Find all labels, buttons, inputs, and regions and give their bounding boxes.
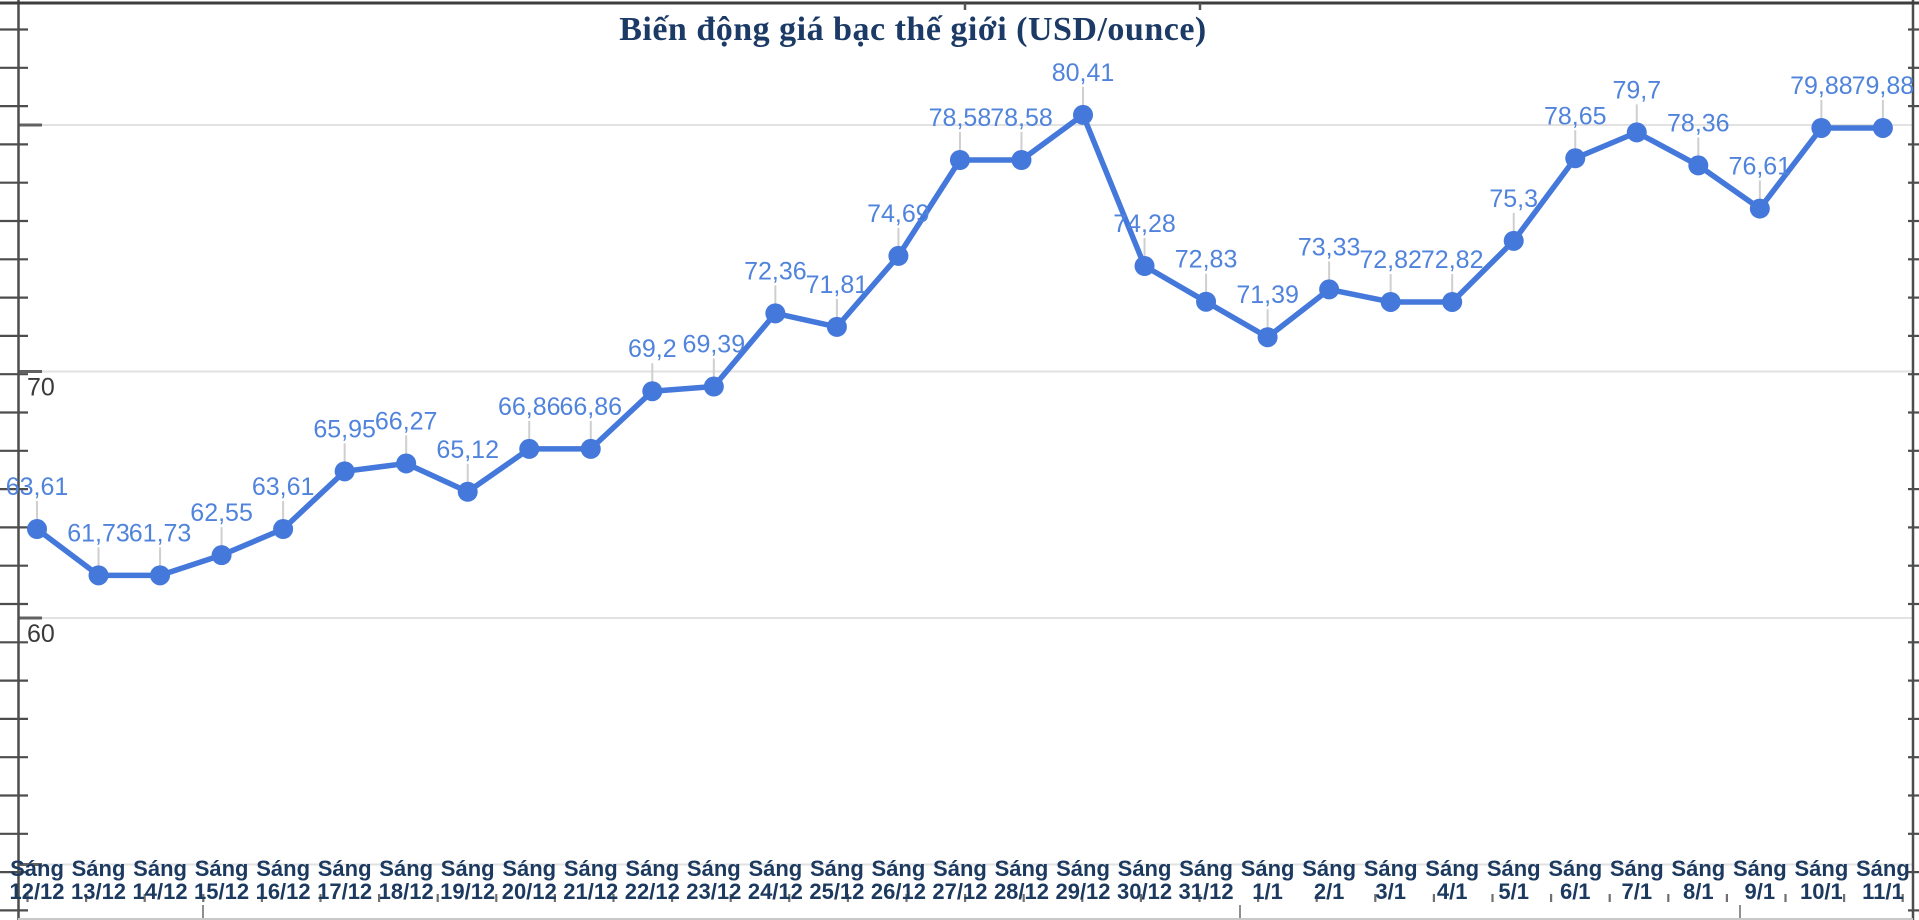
x-axis-label: Sáng 14/12 — [133, 856, 188, 904]
data-point — [88, 565, 109, 586]
data-point — [1196, 291, 1217, 312]
chart-title: Biến động giá bạc thế giới (USD/ounce) — [619, 11, 1207, 48]
data-point — [150, 565, 171, 586]
x-axis-label: Sáng 19/12 — [440, 856, 495, 904]
x-axis-label: Sáng 15/12 — [194, 856, 249, 904]
value-label: 71,81 — [806, 271, 869, 299]
x-axis-label: Sáng 6/1 — [1548, 856, 1602, 904]
data-point — [1688, 155, 1709, 176]
data-point — [1626, 122, 1647, 143]
x-axis-label: Sáng 7/1 — [1610, 856, 1664, 904]
value-label: 79,7 — [1612, 76, 1661, 104]
value-label: 75,3 — [1489, 185, 1538, 213]
data-point — [1565, 148, 1586, 169]
data-point — [642, 381, 663, 402]
x-axis-label: Sáng 18/12 — [379, 856, 434, 904]
value-label: 72,82 — [1359, 246, 1422, 274]
value-label: 80,41 — [1052, 59, 1115, 87]
data-point — [1011, 150, 1032, 171]
data-point — [334, 461, 355, 482]
data-point — [826, 316, 847, 337]
value-label: 74,69 — [867, 200, 930, 228]
data-point — [1257, 327, 1278, 348]
price-line — [34, 112, 1886, 579]
x-axis-label: Sáng 27/12 — [932, 856, 987, 904]
x-axis-label: Sáng 13/12 — [71, 856, 126, 904]
value-label: 63,61 — [252, 473, 315, 501]
data-point — [765, 303, 786, 324]
value-label: 66,86 — [559, 393, 622, 421]
data-point — [1134, 255, 1155, 276]
value-label: 66,27 — [375, 407, 438, 435]
value-label: 65,12 — [436, 436, 499, 464]
data-point — [27, 519, 47, 540]
data-point — [1442, 291, 1463, 312]
y-axis-label: 60 — [27, 620, 55, 648]
x-axis-label: Sáng 5/1 — [1487, 856, 1541, 904]
value-label: 78,65 — [1544, 102, 1607, 130]
value-label: 72,83 — [1175, 246, 1238, 274]
x-axis-label: Sáng 10/1 — [1794, 856, 1848, 904]
x-axis-label: Sáng 3/1 — [1364, 856, 1418, 904]
x-axis-label: Sáng 8/1 — [1671, 856, 1725, 904]
value-label: 66,86 — [498, 393, 561, 421]
x-axis-label: Sáng 2/1 — [1302, 856, 1356, 904]
x-axis-label: Sáng 28/12 — [994, 856, 1049, 904]
x-axis-label: Sáng 9/1 — [1733, 856, 1787, 904]
value-label: 79,88 — [1852, 72, 1915, 100]
value-label: 78,36 — [1667, 109, 1730, 137]
data-point — [1319, 279, 1340, 300]
x-axis-label: Sáng 25/12 — [809, 856, 864, 904]
data-point — [949, 150, 970, 171]
data-point — [396, 453, 417, 474]
value-label: 61,73 — [67, 519, 130, 547]
value-label: 78,58 — [929, 104, 992, 132]
x-axis-label: Sáng 17/12 — [317, 856, 372, 904]
data-point — [1872, 117, 1893, 138]
x-axis-label: Sáng 21/12 — [563, 856, 618, 904]
value-label: 79,88 — [1790, 72, 1853, 100]
value-label: 69,2 — [628, 335, 677, 363]
x-axis-label: Sáng 26/12 — [871, 856, 926, 904]
data-point — [519, 438, 540, 459]
value-label: 78,58 — [990, 104, 1053, 132]
x-axis-label: Sáng 30/12 — [1117, 856, 1172, 904]
x-axis-label: Sáng 4/1 — [1425, 856, 1479, 904]
data-point — [273, 519, 294, 540]
x-axis-label: Sáng 31/12 — [1179, 856, 1234, 904]
data-point — [1073, 104, 1094, 125]
value-label: 73,33 — [1298, 233, 1361, 261]
value-label: 69,39 — [683, 331, 746, 359]
value-label: 63,61 — [6, 473, 69, 501]
x-axis-label: Sáng 16/12 — [256, 856, 311, 904]
value-label: 62,55 — [190, 499, 253, 527]
y-axis-label: 70 — [27, 374, 55, 402]
value-label: 74,28 — [1113, 210, 1176, 238]
data-point — [1811, 117, 1832, 138]
x-axis-label: Sáng 1/1 — [1241, 856, 1295, 904]
value-label: 65,95 — [313, 415, 376, 443]
x-axis-label: Sáng 23/12 — [686, 856, 741, 904]
data-point — [703, 376, 724, 397]
x-axis-label: Sáng 24/12 — [748, 856, 803, 904]
value-label: 61,73 — [129, 519, 192, 547]
data-point — [888, 245, 909, 266]
value-label: 72,82 — [1421, 246, 1484, 274]
x-axis-label: Sáng 22/12 — [625, 856, 680, 904]
data-point — [1380, 291, 1401, 312]
x-axis-label: Sáng 20/12 — [502, 856, 557, 904]
data-point — [580, 438, 601, 459]
x-axis-label: Sáng 29/12 — [1055, 856, 1110, 904]
x-axis-label: Sáng 12/12 — [9, 856, 64, 904]
data-point — [211, 545, 232, 566]
value-label: 76,61 — [1729, 153, 1792, 181]
x-axis-label: Sáng 11/1 — [1856, 856, 1910, 904]
data-point — [1503, 230, 1524, 251]
value-label: 72,36 — [744, 257, 807, 285]
data-point — [457, 481, 478, 502]
data-point — [1749, 198, 1770, 219]
value-label: 71,39 — [1236, 281, 1299, 309]
